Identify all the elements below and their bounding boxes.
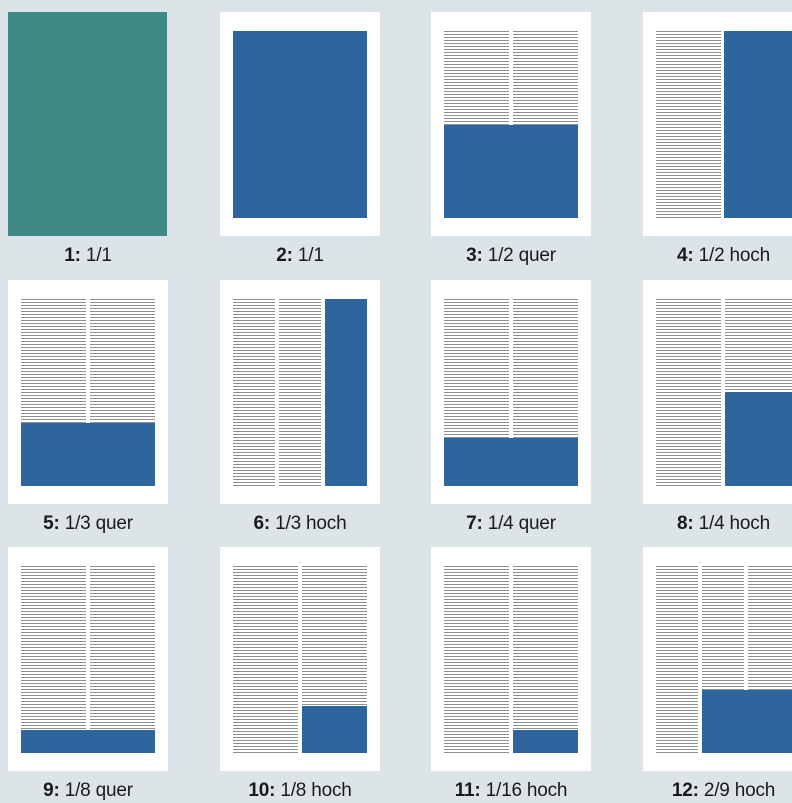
format-size: 1/16 hoch: [485, 780, 568, 801]
format-caption: 1: 1/1: [0, 245, 176, 267]
format-size: 1/1: [85, 245, 112, 266]
page-thumbnail: [431, 547, 591, 771]
format-number: 8:: [677, 513, 694, 534]
ad-area: [21, 730, 155, 753]
format-caption: 3: 1/2 quer: [423, 245, 599, 267]
text-column: [90, 299, 155, 423]
ad-area: [724, 31, 792, 218]
format-size: 1/2 quer: [487, 245, 556, 266]
format-number: 10:: [248, 780, 276, 801]
format-size: 1/4 hoch: [698, 513, 770, 534]
format-caption: 9: 1/8 quer: [0, 780, 176, 802]
format-number: 1:: [64, 245, 81, 266]
page-thumbnail: [8, 280, 168, 504]
format-caption: 7: 1/4 quer: [423, 513, 599, 535]
format-caption: 4: 1/2 hoch: [655, 245, 792, 267]
format-12: 12: 2/9 hoch: [635, 535, 792, 803]
format-caption: 8: 1/4 hoch: [655, 513, 792, 535]
format-4: 4: 1/2 hoch: [635, 0, 792, 270]
format-size: 2/9 hoch: [703, 780, 776, 801]
format-number: 11:: [454, 780, 481, 801]
page-full-bleed: [8, 12, 167, 236]
format-11: 11: 1/16 hoch: [423, 535, 599, 803]
page-thumbnail: [643, 280, 792, 504]
format-number: 3:: [466, 245, 483, 266]
text-column: [656, 31, 721, 218]
format-caption: 11: 1/16 hoch: [423, 780, 599, 802]
text-column: [279, 299, 321, 486]
page-thumbnail: [431, 280, 591, 504]
format-3: 3: 1/2 quer: [423, 0, 599, 270]
text-column: [233, 299, 275, 486]
format-number: 6:: [253, 513, 271, 534]
text-column: [513, 31, 578, 125]
ad-area: [325, 299, 367, 486]
page-thumbnail: [643, 547, 792, 771]
text-column: [444, 299, 509, 438]
format-caption: 6: 1/3 hoch: [212, 513, 388, 535]
format-size: 1/3 quer: [64, 513, 133, 534]
format-size: 1/1: [297, 245, 324, 266]
text-column: [656, 299, 721, 486]
format-6: 6: 1/3 hoch: [212, 268, 388, 538]
format-size: 1/2 hoch: [698, 245, 770, 266]
format-number: 2:: [276, 245, 293, 266]
format-number: 9:: [43, 780, 60, 801]
text-column: [702, 566, 744, 690]
ad-area: [444, 125, 578, 218]
text-column: [444, 566, 509, 753]
format-1: 1: 1/1: [0, 0, 176, 270]
format-5: 5: 1/3 quer: [0, 268, 176, 538]
format-size: 1/8 hoch: [280, 780, 352, 801]
text-column: [513, 299, 578, 438]
page-thumbnail: [8, 547, 168, 771]
ad-area: [302, 706, 367, 753]
format-8: 8: 1/4 hoch: [635, 268, 792, 538]
text-column: [302, 566, 367, 706]
format-number: 12:: [671, 780, 699, 801]
format-2: 2: 1/1: [212, 0, 388, 270]
text-column: [233, 566, 298, 753]
ad-area: [513, 730, 578, 753]
format-size: 1/8 quer: [64, 780, 133, 801]
ad-area: [725, 392, 792, 486]
text-column: [90, 566, 155, 730]
format-number: 7:: [466, 513, 483, 534]
page-thumbnail: [220, 280, 380, 504]
format-10: 10: 1/8 hoch: [212, 535, 388, 803]
text-column: [725, 299, 792, 392]
format-size: 1/4 quer: [487, 513, 556, 534]
format-caption: 2: 1/1: [212, 245, 388, 267]
text-column: [21, 299, 86, 423]
ad-area: [21, 423, 155, 486]
format-size: 1/3 hoch: [275, 513, 347, 534]
text-column: [748, 566, 792, 690]
format-caption: 12: 2/9 hoch: [655, 780, 792, 802]
page-thumbnail: [643, 12, 792, 236]
ad-area: [702, 690, 792, 753]
ad-area: [233, 31, 367, 218]
page-thumbnail: [431, 12, 591, 236]
format-7: 7: 1/4 quer: [423, 268, 599, 538]
text-column: [513, 566, 578, 730]
page-thumbnail: [220, 12, 380, 236]
format-caption: 5: 1/3 quer: [0, 513, 176, 535]
ad-area: [444, 438, 578, 486]
page-thumbnail: [220, 547, 380, 771]
text-column: [656, 566, 698, 753]
text-column: [21, 566, 86, 730]
format-caption: 10: 1/8 hoch: [212, 780, 388, 802]
format-9: 9: 1/8 quer: [0, 535, 176, 803]
format-number: 4:: [677, 245, 694, 266]
text-column: [444, 31, 509, 125]
format-number: 5:: [43, 513, 60, 534]
